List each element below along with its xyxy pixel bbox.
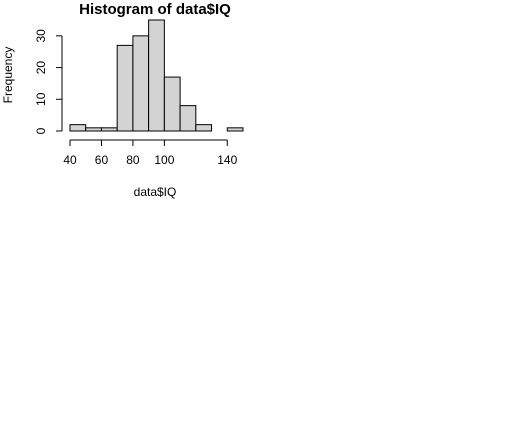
bars-group [69, 19, 244, 132]
histogram-bar-50-60 [85, 127, 102, 132]
histogram-bar-40-50 [69, 124, 87, 132]
x-tick-label: 100 [154, 153, 174, 167]
histogram-bar-140-150 [226, 127, 244, 132]
histogram-bar-60-70 [100, 127, 118, 132]
y-tick-label: 20 [34, 61, 48, 75]
y-axis-label: Frequency [1, 47, 15, 104]
histogram-bar-90-100 [148, 19, 165, 132]
y-tick-label: 30 [34, 29, 48, 43]
y-tick-label: 10 [34, 92, 48, 106]
chart-title: Histogram of data$IQ [79, 1, 231, 18]
x-tick-label: 140 [217, 153, 237, 167]
x-axis-label: data$IQ [134, 185, 177, 199]
x-axis: 40 60 80 100 140 [63, 139, 238, 167]
histogram-bar-70-80 [116, 44, 134, 132]
y-axis: 0 10 20 30 [34, 29, 63, 134]
y-tick-label: 0 [34, 127, 48, 134]
histogram-bar-120-130 [195, 124, 213, 132]
x-tick-label: 60 [95, 153, 109, 167]
histogram-bar-100-110 [163, 76, 181, 132]
x-tick-label: 40 [63, 153, 77, 167]
histogram-bar-110-120 [179, 105, 197, 132]
x-tick-label: 80 [126, 153, 140, 167]
histogram-bar-80-90 [132, 35, 150, 132]
